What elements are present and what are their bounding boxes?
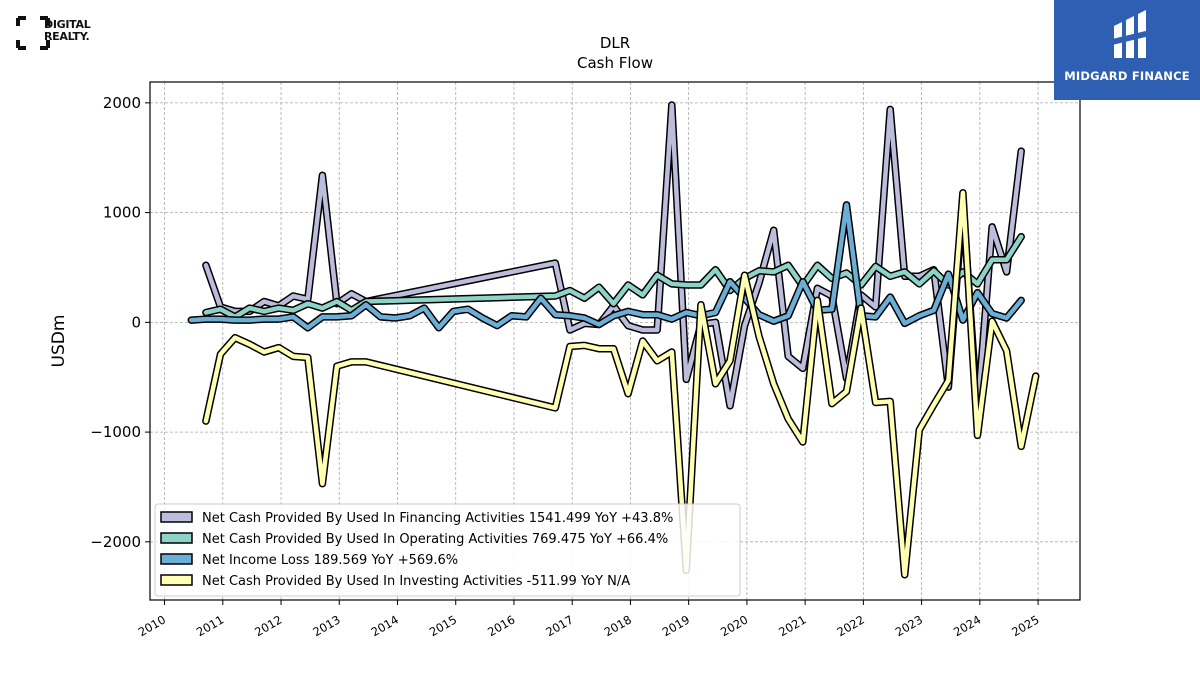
- midgard-wordmark: MIDGARD FINANCE: [1064, 69, 1190, 83]
- series-line: [189, 202, 1024, 331]
- x-tick-label: 2017: [543, 612, 575, 639]
- y-tick-label: 2000: [103, 94, 141, 112]
- wordmark-line-1: DIGITAL: [44, 18, 91, 31]
- digital-realty-bracket-icon: [16, 16, 50, 50]
- wordmark-line-2: REALTY.: [44, 30, 90, 43]
- chart-title: DLR: [600, 34, 630, 52]
- y-tick-label: 1000: [103, 204, 141, 222]
- legend-box: [154, 503, 741, 597]
- chart-subtitle: Cash Flow: [577, 54, 653, 72]
- series-line: [203, 190, 1038, 578]
- legend: Net Cash Provided By Used In Financing A…: [154, 503, 741, 597]
- legend-label: Net Income Loss 189.569 YoY +569.6%: [202, 553, 458, 568]
- y-axis-label: USDm: [49, 315, 69, 368]
- y-tick-label: 0: [131, 313, 141, 331]
- x-tick-label: 2012: [252, 612, 284, 639]
- x-tick-label: 2023: [893, 612, 925, 639]
- x-tick-label: 2021: [776, 612, 808, 639]
- midgard-emblem-icon: [1108, 10, 1150, 58]
- legend-swatch: [160, 532, 193, 544]
- legend-swatch: [160, 511, 193, 523]
- x-tick-label: 2019: [660, 612, 692, 639]
- series-layer: [187, 101, 1040, 579]
- x-tick-label: 2011: [194, 612, 226, 639]
- series-line: [203, 234, 1024, 320]
- x-tick-label: 2014: [369, 612, 401, 639]
- x-tick-label: 2016: [485, 612, 517, 639]
- y-tick-label: −1000: [90, 423, 141, 441]
- x-tick-label: 2015: [427, 612, 459, 639]
- legend-swatch: [160, 553, 193, 565]
- x-tick-label: 2024: [951, 612, 983, 639]
- x-tick-label: 2022: [835, 612, 867, 639]
- y-tick-label: −2000: [90, 533, 141, 551]
- x-tick-label: 2018: [602, 612, 634, 639]
- plot-frame: [149, 81, 1081, 601]
- digital-realty-wordmark: DIGITAL REALTY.: [44, 18, 91, 43]
- series-line-outline: [202, 101, 1025, 417]
- legend-label: Net Cash Provided By Used In Financing A…: [202, 511, 673, 526]
- legend-label: Net Cash Provided By Used In Investing A…: [202, 574, 630, 589]
- legend-label: Net Cash Provided By Used In Operating A…: [202, 532, 668, 547]
- digital-realty-logo: [14, 14, 124, 54]
- x-tick-label: 2013: [310, 612, 342, 639]
- midgard-finance-logo: MIDGARD FINANCE: [1054, 0, 1200, 100]
- legend-swatch: [160, 574, 193, 586]
- x-tick-label: 2020: [718, 612, 750, 639]
- x-tick-label: 2025: [1009, 612, 1041, 639]
- x-tick-label: 2010: [136, 612, 168, 639]
